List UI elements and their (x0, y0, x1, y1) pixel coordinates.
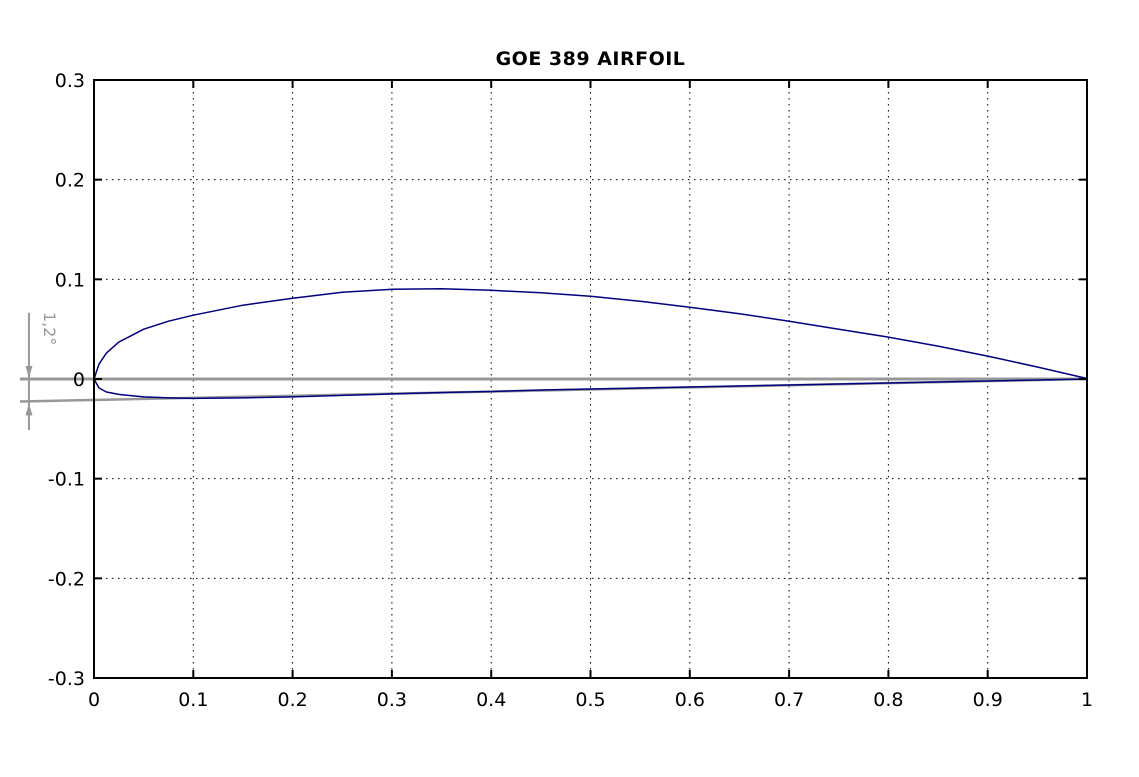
y-tick-label: 0.2 (55, 170, 85, 192)
x-tick-label: 0 (88, 689, 100, 711)
angle-dimension-upper-arrow-icon (25, 366, 33, 378)
x-tick-label: 0.9 (973, 689, 1003, 711)
airfoil-lower-surface-curve (93, 378, 1088, 400)
y-tick-label: 0 (73, 369, 85, 391)
y-tick-label: -0.3 (48, 668, 85, 690)
x-tick-label: 0.3 (377, 689, 407, 711)
x-tick-label: 1 (1081, 689, 1093, 711)
x-tick-label: 0.2 (277, 689, 307, 711)
x-tick-label: 0.6 (675, 689, 705, 711)
airfoil-upper-surface-curve (93, 288, 1088, 380)
angle-dimension-lower-arrow-icon (25, 403, 33, 416)
x-tick-label: 0.4 (476, 689, 506, 711)
y-tick-label: 0.1 (55, 269, 85, 291)
x-tick-label: 0.7 (774, 689, 804, 711)
x-tick-label: 0.1 (178, 689, 208, 711)
x-tick-label: 0.5 (575, 689, 605, 711)
x-tick-label: 0.8 (873, 689, 903, 711)
y-tick-label: -0.2 (48, 568, 85, 590)
chart-title: GOE 389 AIRFOIL (495, 48, 686, 70)
y-tick-label: 0.3 (55, 70, 85, 92)
angle-value-label: 1,2° (40, 312, 59, 345)
y-tick-label: -0.1 (48, 469, 85, 491)
